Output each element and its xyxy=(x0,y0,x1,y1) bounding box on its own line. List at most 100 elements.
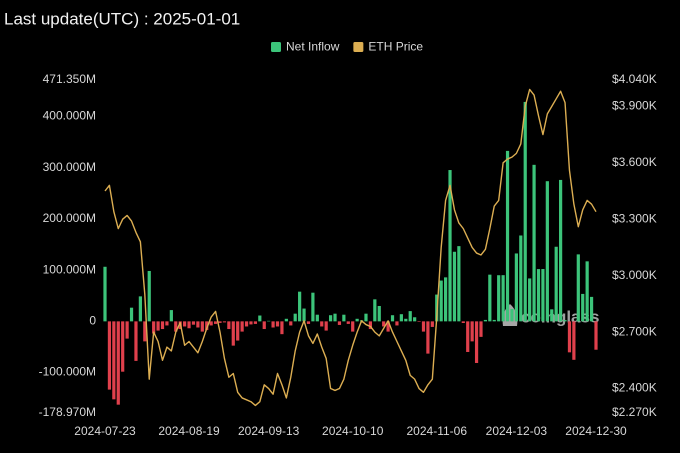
bar xyxy=(258,315,262,322)
price-line xyxy=(104,88,597,407)
bar xyxy=(324,321,328,331)
bar xyxy=(382,321,386,327)
bar xyxy=(346,321,350,324)
bar xyxy=(152,321,156,334)
bar xyxy=(505,150,510,322)
bar xyxy=(413,317,417,322)
x-tick-label: 2024-10-10 xyxy=(322,424,384,438)
bar xyxy=(576,254,580,322)
y2-tick-label: $2.270K xyxy=(612,405,657,419)
y2-tick-label: $3.000K xyxy=(612,268,657,282)
bar xyxy=(510,308,514,322)
bar xyxy=(328,315,333,322)
bar xyxy=(222,321,227,323)
bar xyxy=(426,321,430,354)
bar xyxy=(545,181,549,322)
bar xyxy=(536,269,541,322)
y2-tick-label: $3.900K xyxy=(612,99,657,113)
bar xyxy=(373,299,377,322)
bar xyxy=(289,321,293,326)
bar xyxy=(559,179,563,322)
x-tick-label: 2024-12-03 xyxy=(486,424,548,438)
bar xyxy=(143,321,147,342)
y-tick-label: -100.000M xyxy=(39,365,96,379)
legend-swatch xyxy=(271,42,281,52)
bar xyxy=(337,321,342,325)
bar xyxy=(483,319,488,322)
bar xyxy=(320,321,324,327)
x-tick-label: 2024-12-30 xyxy=(565,424,627,438)
bar xyxy=(368,321,373,330)
bar xyxy=(461,321,465,323)
bar xyxy=(351,321,355,332)
y-tick-label: 200.000M xyxy=(43,211,96,225)
bar xyxy=(103,266,107,322)
y2-tick-label: $4.040K xyxy=(612,72,657,86)
x-tick-label: 2024-11-06 xyxy=(407,424,468,438)
bar xyxy=(302,308,306,322)
bar xyxy=(594,321,598,350)
bar xyxy=(187,321,191,329)
bar xyxy=(492,319,496,322)
bar-series xyxy=(103,101,598,405)
bar xyxy=(390,315,395,322)
bar xyxy=(532,164,536,322)
bar xyxy=(244,321,249,327)
bar xyxy=(129,307,134,322)
x-tick-label: 2024-07-23 xyxy=(74,424,136,438)
bar xyxy=(466,321,470,352)
bar xyxy=(514,253,518,322)
bar xyxy=(253,321,257,324)
bar xyxy=(165,321,169,326)
bar xyxy=(581,293,585,322)
bar xyxy=(121,321,125,372)
bar xyxy=(293,313,297,322)
bar xyxy=(479,321,483,337)
bar xyxy=(567,321,572,353)
bar xyxy=(452,251,457,322)
bar xyxy=(386,321,390,332)
bar xyxy=(205,321,209,331)
bar xyxy=(404,318,408,322)
bar xyxy=(116,321,120,405)
bar xyxy=(280,321,284,335)
bar xyxy=(439,280,443,322)
bar xyxy=(550,309,554,322)
bar xyxy=(284,318,288,322)
bar xyxy=(519,235,523,322)
bar xyxy=(227,321,231,330)
bar xyxy=(364,313,368,322)
bar xyxy=(421,321,426,332)
bar xyxy=(315,314,319,322)
bar xyxy=(275,321,280,327)
y2-tick-label: $3.600K xyxy=(612,155,657,169)
bar xyxy=(160,321,165,330)
bar xyxy=(112,321,116,400)
bar xyxy=(138,296,142,322)
y-tick-label: 471.350M xyxy=(43,72,96,86)
bar xyxy=(417,321,421,322)
bar xyxy=(399,314,403,322)
bar xyxy=(541,269,545,322)
bar xyxy=(231,321,235,346)
bar xyxy=(271,321,275,328)
bar xyxy=(497,275,501,322)
bar xyxy=(156,321,160,331)
bar xyxy=(589,296,594,322)
bar xyxy=(457,246,461,322)
chart-title: Last update(UTC) : 2025-01-01 xyxy=(4,9,240,28)
y-tick-label: 400.000M xyxy=(43,109,96,123)
bar xyxy=(448,170,452,322)
bar xyxy=(470,321,474,342)
bar xyxy=(572,321,576,360)
bar xyxy=(585,261,589,322)
legend-label: Net Inflow xyxy=(286,40,340,54)
legend-swatch xyxy=(353,42,364,52)
bar xyxy=(488,274,492,322)
y2-tick-label: $3.300K xyxy=(612,211,657,225)
bar xyxy=(169,310,173,322)
y2-tick-label: $2.700K xyxy=(612,324,657,338)
y-tick-label: 100.000M xyxy=(43,262,96,276)
y-tick-label: 300.000M xyxy=(43,160,96,174)
